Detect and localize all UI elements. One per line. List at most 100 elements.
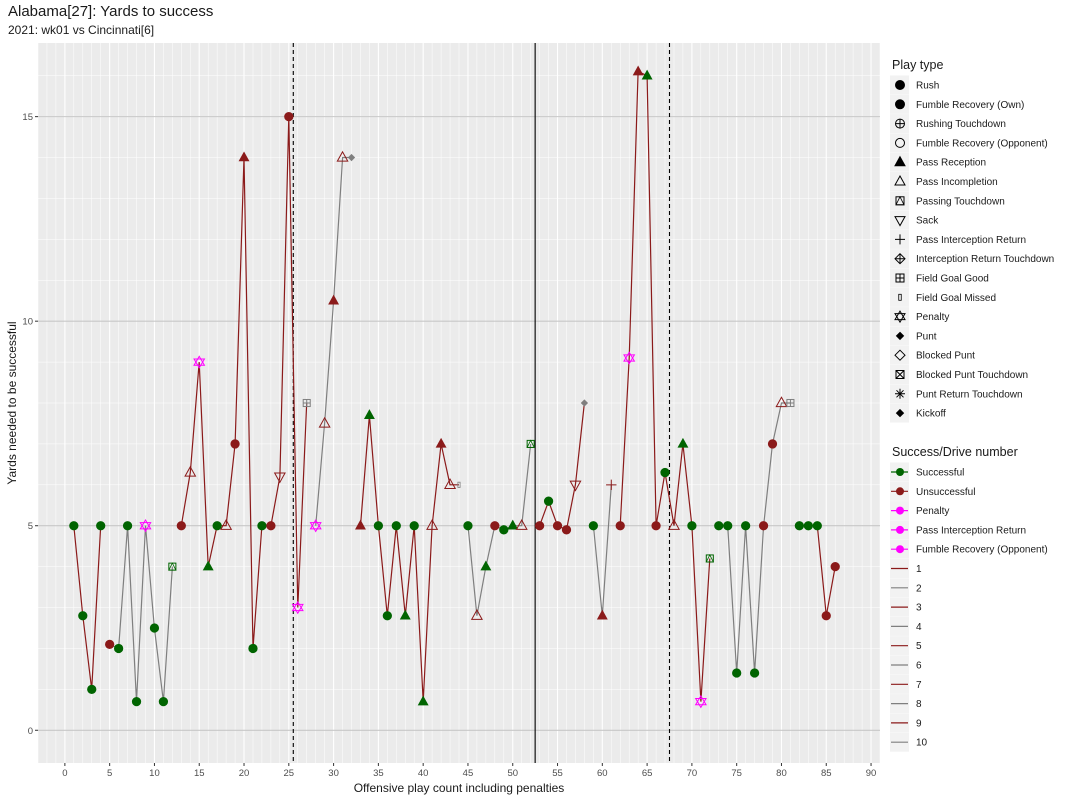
x-tick-label: 80 xyxy=(776,768,787,779)
play-point-pass_rec xyxy=(202,560,214,571)
legend-play-type-label: Punt Return Touchdown xyxy=(916,389,1023,400)
x-tick-label: 85 xyxy=(821,768,832,779)
drive-2-line xyxy=(109,525,173,702)
play-point-rush xyxy=(463,521,473,531)
legend-play-type-label: Pass Interception Return xyxy=(916,235,1026,246)
play-point-rush xyxy=(149,623,160,633)
legend-play-type-label: Field Goal Good xyxy=(916,274,989,285)
x-tick-label: 30 xyxy=(328,768,339,779)
x-tick-label: 5 xyxy=(107,768,112,779)
drive-1-line xyxy=(73,525,102,690)
play-point-pass_rec xyxy=(435,437,447,448)
play-point-rush xyxy=(534,521,545,531)
play-point-fg_missed xyxy=(457,481,461,488)
legend-dot-icon xyxy=(896,487,904,496)
play-point-pass_inc xyxy=(667,518,681,530)
legend-play-type-label: Fumble Recovery (Own) xyxy=(916,100,1024,111)
x-tick-label: 65 xyxy=(642,768,653,779)
legend-diamond-plus-icon xyxy=(894,252,906,265)
play-point-rush xyxy=(176,521,186,531)
x-tick-label: 0 xyxy=(62,768,67,779)
play-point-penalty xyxy=(623,351,636,365)
play-point-rush xyxy=(830,561,840,572)
legend-success-drive: Success/Drive number Successful Unsuccessf… xyxy=(890,445,1048,752)
chart-title: Alabama[27]: Yards to success xyxy=(8,3,214,20)
drive-6-line xyxy=(467,443,532,616)
legend-filled-circle-icon xyxy=(895,80,905,90)
play-point-rush xyxy=(373,521,384,531)
legend-success-label: 4 xyxy=(916,622,922,633)
legend-play-type-label: Interception Return Touchdown xyxy=(916,254,1054,265)
play-point-rush xyxy=(499,525,509,535)
play-point-rush xyxy=(803,521,813,531)
play-point-fg_good xyxy=(302,398,311,408)
play-point-pass_td xyxy=(705,554,714,563)
legend-success-label: 8 xyxy=(916,699,922,710)
y-tick-label: 0 xyxy=(28,726,33,737)
play-point-pass_inc xyxy=(336,150,349,162)
legend-play-type-label: Passing Touchdown xyxy=(916,196,1005,207)
play-point-penalty xyxy=(139,519,152,533)
play-point-int_return xyxy=(606,479,617,491)
x-tick-label: 50 xyxy=(507,768,518,779)
legend-play-type-label: Blocked Punt Touchdown xyxy=(916,370,1028,381)
play-point-rush xyxy=(615,521,625,531)
legend-dot-icon xyxy=(896,525,904,534)
play-point-punt xyxy=(580,399,589,407)
play-point-rush xyxy=(382,611,392,621)
play-point-rush xyxy=(409,521,419,531)
legend-key-bg xyxy=(890,307,909,327)
axes: 0 5 10 15 20 25 30 35 40 45 50 55 60 65 70 75 80 85 90 0 5 10… xyxy=(5,112,876,795)
play-point-pass_td xyxy=(168,562,177,571)
x-tick-label: 75 xyxy=(731,768,742,779)
legend-success-label: Penalty xyxy=(916,506,949,517)
y-tick-label: 5 xyxy=(28,521,33,532)
drive-5-line xyxy=(359,415,459,702)
play-point-rush xyxy=(69,521,79,531)
play-point-rush xyxy=(588,521,599,531)
legend-play-type-label: Kickoff xyxy=(916,409,946,420)
legend-play-type-title: Play type xyxy=(892,58,943,72)
legend-square-x-icon xyxy=(895,370,905,379)
play-point-rush xyxy=(687,521,697,531)
play-point-rush xyxy=(248,643,258,654)
play-point-rush xyxy=(391,521,401,531)
play-point-pass_rec xyxy=(238,151,250,162)
legend-success-label: Successful xyxy=(916,468,964,479)
plot-panel xyxy=(37,43,881,763)
legend-dot-icon xyxy=(896,506,904,515)
legend-play-type-label: Rush xyxy=(916,81,939,92)
legend-star-of-david-icon xyxy=(894,310,906,324)
legend-success-title: Success/Drive number xyxy=(892,445,1018,459)
play-point-pass_rec xyxy=(632,65,644,76)
legend-filled-diamond-icon xyxy=(895,331,905,341)
play-point-fg_good xyxy=(786,398,795,408)
play-point-rush xyxy=(96,521,106,531)
legend-key-bg xyxy=(890,133,909,153)
legend-circle-plus-icon xyxy=(895,118,905,129)
y-tick-label: 15 xyxy=(22,112,33,123)
play-point-rush xyxy=(490,521,500,531)
legend-play-type-label: Sack xyxy=(916,216,939,227)
play-point-rush xyxy=(812,521,822,531)
x-tick-label: 60 xyxy=(597,768,608,779)
legend-success-label: 3 xyxy=(916,603,922,614)
play-point-pass_rec xyxy=(677,437,689,448)
legend-success-label: 10 xyxy=(916,738,928,749)
legend-play-type-label: Fumble Recovery (Opponent) xyxy=(916,138,1048,149)
play-point-rush xyxy=(266,521,276,531)
legend-success-label: 2 xyxy=(916,583,922,594)
x-tick-label: 45 xyxy=(463,768,474,779)
play-point-pass_rec xyxy=(480,560,492,571)
play-point-rush xyxy=(113,643,124,654)
play-point-rush xyxy=(552,521,563,531)
legend-key-bg xyxy=(890,210,909,230)
play-point-rush xyxy=(821,611,831,621)
play-point-penalty xyxy=(694,694,707,709)
play-point-pass_inc xyxy=(318,416,331,428)
play-point-rush xyxy=(749,668,760,678)
x-tick-label: 55 xyxy=(552,768,563,779)
play-point-pass_inc xyxy=(184,465,197,477)
legend-play-type-label: Blocked Punt xyxy=(916,351,975,362)
